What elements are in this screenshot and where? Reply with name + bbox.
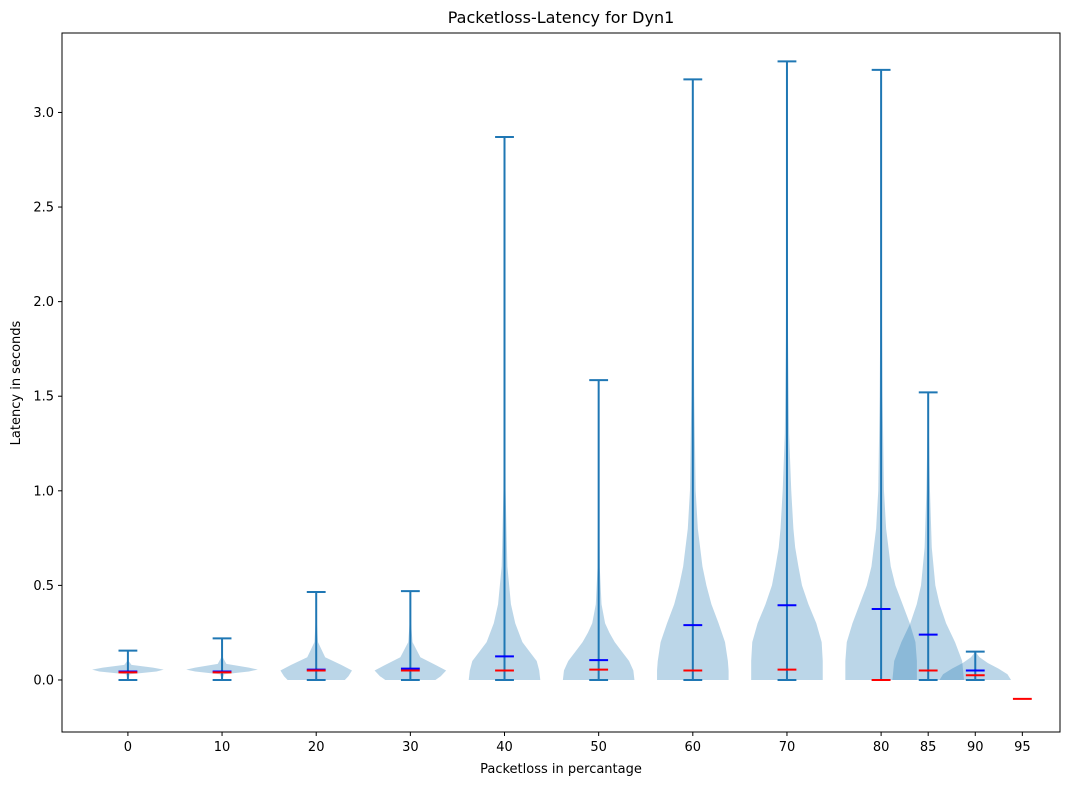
violin-statistics <box>118 60 1032 700</box>
x-tick-label: 70 <box>779 740 796 755</box>
x-tick-label: 30 <box>402 740 419 755</box>
y-tick-label: 2.0 <box>33 295 54 310</box>
y-axis-label: Latency in seconds <box>9 320 24 445</box>
y-tick-label: 2.5 <box>33 201 54 216</box>
y-tick-label: 1.0 <box>33 484 54 499</box>
x-tick-label: 0 <box>124 740 132 755</box>
x-tick-label: 95 <box>1014 740 1031 755</box>
x-tick-label: 85 <box>920 740 937 755</box>
x-tick-label: 10 <box>214 740 231 755</box>
y-tick-label: 1.5 <box>33 390 54 405</box>
x-tick-label: 80 <box>873 740 890 755</box>
x-tick-label: 20 <box>308 740 325 755</box>
x-tick-label: 40 <box>496 740 513 755</box>
y-axis: 0.0 0.5 1.0 1.5 2.0 2.5 3.0 <box>33 106 62 688</box>
x-tick-label: 50 <box>590 740 607 755</box>
plot-frame <box>61 32 1061 733</box>
x-axis: 0 10 20 30 40 50 60 70 80 85 90 95 <box>124 732 1031 755</box>
y-tick-label: 3.0 <box>33 106 54 121</box>
y-tick-label: 0.5 <box>33 579 54 594</box>
violin-bodies <box>92 61 1012 680</box>
chart-title: Packetloss-Latency for Dyn1 <box>448 8 675 27</box>
y-tick-label: 0.0 <box>33 673 54 688</box>
x-axis-label: Packetloss in percantage <box>480 762 642 777</box>
x-tick-label: 90 <box>967 740 984 755</box>
x-tick-label: 60 <box>685 740 702 755</box>
